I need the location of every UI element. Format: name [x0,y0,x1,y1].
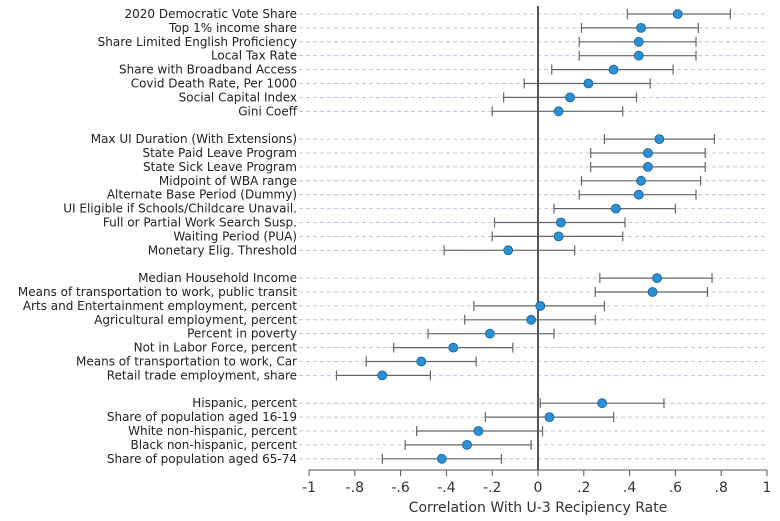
point-estimate [526,314,537,325]
row-label: Covid Death Rate, Per 1000 [131,77,297,91]
point-estimate [377,370,388,381]
x-axis-ticks: -1 -.8 -.6 -.4 -.2 0 .2 .4 .6 .8 1 [302,470,771,496]
x-tick-label: 1 [763,480,772,496]
row-label: Midpoint of WBA range [159,174,297,188]
point-estimate [462,439,472,450]
point-estimate [643,161,653,172]
point-estimate [583,78,594,89]
point-estimate [556,217,566,228]
point-estimate [448,342,459,353]
point-estimate [654,134,665,145]
point-estimate [672,9,683,19]
point-estimate [633,189,644,200]
point-estimate [633,50,644,61]
row-label: Alternate Base Period (Dummy) [107,188,297,202]
row-label: Monetary Elig. Threshold [148,243,297,257]
row-label: State Sick Leave Program [143,160,297,174]
row-label: Arts and Entertainment employment, perce… [23,299,297,313]
x-tick-label: -.2 [483,480,501,496]
x-tick-label: .2 [577,480,590,496]
row-label: Percent in poverty [187,327,297,341]
point-estimates [377,9,683,464]
x-tick-label: -.8 [346,480,364,496]
x-tick-label: 0 [534,480,543,496]
row-label: Full or Partial Work Search Susp. [103,216,297,230]
row-label: Retail trade employment, share [107,368,297,382]
row-label: UI Eligible if Schools/Childcare Unavail… [63,202,297,216]
row-label: Means of transportation to work, Car [76,355,297,369]
row-label: Means of transportation to work, public … [18,285,297,299]
row-label: Median Household Income [138,271,297,285]
x-axis-label: Correlation With U-3 Recipiency Rate [409,500,668,516]
point-estimate [636,175,646,186]
row-label: Local Tax Rate [211,49,297,63]
point-estimate [636,22,646,33]
row-label: Share of population aged 16-19 [107,410,297,424]
row-label: Share with Broadband Access [119,63,297,77]
point-estimate [503,245,514,256]
point-estimate [652,273,662,284]
point-estimate [553,106,564,117]
x-tick-label: -1 [302,480,316,496]
row-label: Not in Labor Force, percent [134,341,298,355]
x-axis: -1 -.8 -.6 -.4 -.2 0 .2 .4 .6 .8 1 Correlation Wit… [302,469,771,516]
point-estimate [647,287,658,297]
point-estimate [643,148,653,158]
row-label: Max UI Duration (With Extensions) [91,132,297,146]
row-label: Share of population aged 65-74 [107,452,297,466]
point-estimate [610,203,621,214]
x-tick-label: -.6 [391,480,410,496]
row-label: Black non-hispanic, percent [131,438,298,452]
x-tick-label: .8 [715,480,728,496]
point-estimate [597,398,608,409]
point-estimate [436,453,447,464]
x-tick-label: .4 [623,480,636,496]
point-estimate [485,328,495,339]
row-label: Top 1% income share [168,21,297,35]
row-label: Waiting Period (PUA) [173,229,297,243]
row-label: State Paid Leave Program [142,146,297,160]
point-estimate [553,231,564,242]
x-tick-label: .6 [669,480,682,496]
row-label: White non-hispanic, percent [128,424,297,438]
row-label: Gini Coeff [238,104,297,118]
point-estimate [544,412,555,423]
row-label: Hispanic, percent [192,396,297,410]
row-label: Agricultural employment, percent [94,313,297,327]
x-tick-label: -.4 [437,480,456,496]
point-estimate [565,92,575,103]
point-estimate [416,356,427,367]
row-label: 2020 Democratic Vote Share [125,7,298,21]
row-label: Social Capital Index [179,90,297,104]
point-estimate [633,36,644,47]
point-estimate [473,426,484,436]
point-estimate [608,64,619,75]
row-label: Share Limited English Proficiency [98,35,297,49]
point-estimate [535,300,546,311]
